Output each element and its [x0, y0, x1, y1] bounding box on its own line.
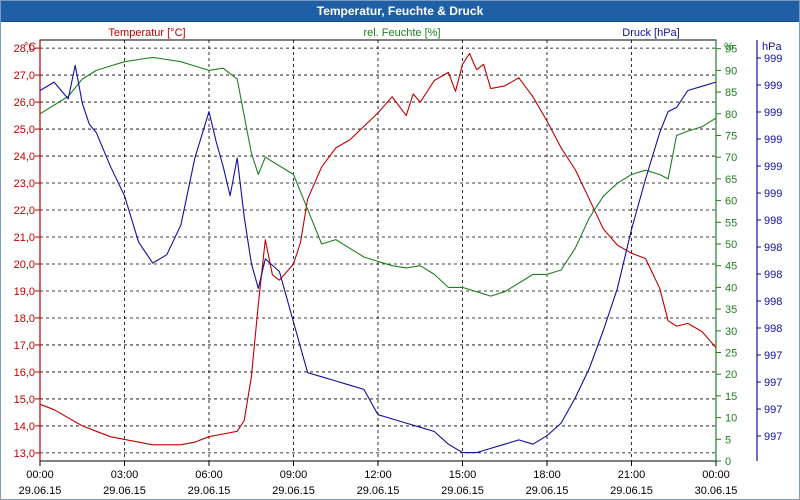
pressure-tick-label: 997 [764, 431, 782, 443]
pressure-tick-label: 997 [764, 350, 782, 362]
humidity-tick-label: 35 [725, 304, 737, 316]
axis-legends: °C% hPa Temperatur [°C] rel. Feuchte [%] Dru… [24, 27, 782, 53]
humidity-tick-label: 15 [725, 391, 737, 403]
humidity-tick-label: 45 [725, 261, 737, 273]
time-tick-label: 15:00 [449, 469, 477, 481]
pressure-tick-label: 998 [764, 296, 782, 308]
humidity-tick-label: 80 [725, 109, 737, 121]
time-tick-label: 21:00 [618, 469, 646, 481]
pressure-legend: Druck [hPa] [622, 27, 679, 39]
temperature-tick-label: 26,0 [14, 97, 35, 109]
pressure-tick-label: 998 [764, 215, 782, 227]
humidity-tick-label: 30 [725, 326, 737, 338]
humidity-tick-label: 85 [725, 87, 737, 99]
time-tick-label: 09:00 [280, 469, 308, 481]
date-tick-label: 29.06.15 [19, 485, 62, 497]
time-tick-label: 12:00 [364, 469, 392, 481]
pressure-tick-label: 999 [764, 188, 782, 200]
temperature-tick-label: 25,0 [14, 124, 35, 136]
humidity-tick-label: 60 [725, 196, 737, 208]
temperature-tick-label: 28,0 [14, 43, 35, 55]
pressure-tick-label: 999 [764, 134, 782, 146]
pressure-tick-label: 999 [764, 161, 782, 173]
temperature-tick-label: 27,0 [14, 70, 35, 82]
date-tick-label: 29.06.15 [441, 485, 484, 497]
series-line-pressure [39, 64, 717, 454]
temperature-tick-label: 22,0 [14, 205, 35, 217]
date-tick-label: 30.06.15 [695, 485, 738, 497]
humidity-tick-label: 90 [725, 65, 737, 77]
humidity-tick-label: 0 [725, 456, 731, 468]
date-tick-label: 29.06.15 [272, 485, 315, 497]
title-bar: Temperatur, Feuchte & Druck [1, 1, 799, 22]
time-tick-label: 18:00 [533, 469, 561, 481]
humidity-tick-label: 40 [725, 282, 737, 294]
temperature-tick-label: 21,0 [14, 232, 35, 244]
temperature-tick-label: 19,0 [14, 286, 35, 298]
date-tick-label: 29.06.15 [357, 485, 400, 497]
time-tick-label: 03:00 [111, 469, 139, 481]
temperature-unit-label: °C [24, 41, 36, 53]
temperature-tick-label: 24,0 [14, 151, 35, 163]
humidity-tick-label: 50 [725, 239, 737, 251]
humidity-tick-label: 5 [725, 434, 731, 446]
time-axis: 00:00 29.06.15 03:00 29.06.15 06:00 29.06.15 0… [19, 461, 738, 497]
temperature-legend: Temperatur [°C] [108, 27, 185, 39]
grid-lines [40, 40, 716, 461]
pressure-tick-label: 997 [764, 377, 782, 389]
date-tick-label: 29.06.15 [103, 485, 146, 497]
series-lines [39, 52, 717, 454]
series-line-humidity [39, 56, 717, 297]
humidity-tick-label: 95 [725, 44, 737, 56]
pressure-tick-label: 998 [764, 242, 782, 254]
pressure-tick-label: 998 [764, 269, 782, 281]
temperature-tick-label: 15,0 [14, 394, 35, 406]
date-tick-label: 29.06.15 [610, 485, 653, 497]
date-tick-label: 29.06.15 [526, 485, 569, 497]
temperature-axis: 28,0 27,0 26,0 25,0 24,0 23,0 22,0 21,0 20,0 19,0… [14, 40, 41, 461]
humidity-tick-label: 10 [725, 413, 737, 425]
temperature-tick-label: 17,0 [14, 340, 35, 352]
pressure-tick-label: 999 [764, 53, 782, 65]
pressure-tick-label: 997 [764, 404, 782, 416]
temperature-tick-label: 16,0 [14, 367, 35, 379]
humidity-unit-label: % [724, 41, 734, 53]
temperature-tick-label: 13,0 [14, 448, 35, 460]
temperature-tick-label: 14,0 [14, 421, 35, 433]
pressure-unit-label: hPa [762, 41, 782, 53]
time-tick-label: 00:00 [702, 469, 730, 481]
temperature-tick-label: 18,0 [14, 313, 35, 325]
humidity-tick-label: 70 [725, 152, 737, 164]
humidity-tick-label: 55 [725, 217, 737, 229]
humidity-tick-label: 20 [725, 369, 737, 381]
humidity-tick-label: 75 [725, 130, 737, 142]
humidity-legend: rel. Feuchte [%] [363, 27, 440, 39]
pressure-tick-label: 998 [764, 323, 782, 335]
time-tick-label: 00:00 [26, 469, 54, 481]
pressure-axis: 999 999 999 999 999 999 998 998 998 998 998 997 997 9… [756, 40, 782, 461]
series-line-temperature [39, 52, 717, 446]
humidity-tick-label: 65 [725, 174, 737, 186]
time-tick-label: 06:00 [195, 469, 223, 481]
pressure-tick-label: 999 [764, 107, 782, 119]
date-tick-label: 29.06.15 [188, 485, 231, 497]
window-title: Temperatur, Feuchte & Druck [316, 4, 484, 18]
humidity-tick-label: 25 [725, 347, 737, 359]
temperature-tick-label: 23,0 [14, 178, 35, 190]
temperature-tick-label: 20,0 [14, 259, 35, 271]
pressure-tick-label: 999 [764, 80, 782, 92]
